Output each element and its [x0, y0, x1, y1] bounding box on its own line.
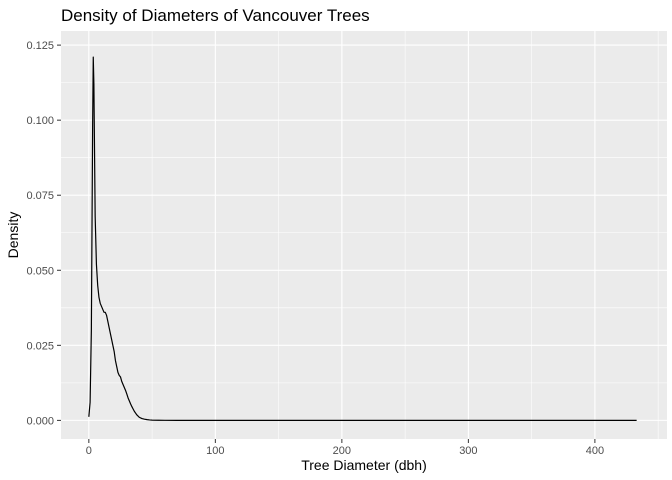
y-tick-label: 0.100 [26, 115, 54, 127]
x-axis-title: Tree Diameter (dbh) [301, 457, 427, 473]
x-tick-label: 0 [86, 445, 92, 457]
density-line [88, 56, 637, 421]
y-tick-label: 0.025 [26, 340, 54, 352]
x-tick-label: 300 [459, 445, 477, 457]
minor-gridlines [61, 31, 667, 439]
chart-title: Density of Diameters of Vancouver Trees [61, 6, 370, 25]
series-layer [88, 56, 637, 421]
x-tick-label: 400 [586, 445, 604, 457]
x-tick-label: 100 [206, 445, 224, 457]
axis-ticks [57, 44, 596, 443]
y-axis-title: Density [5, 212, 21, 259]
x-tick-label: 200 [333, 445, 351, 457]
tick-labels: 0 100 200 300 400 0.000 0.025 0.050 0.075 0.100 0.… [26, 40, 604, 457]
y-tick-label: 0.050 [26, 265, 54, 277]
y-tick-label: 0.125 [26, 40, 54, 52]
plot-panel [61, 31, 667, 439]
y-tick-label: 0.075 [26, 190, 54, 202]
y-tick-label: 0.000 [26, 415, 54, 427]
